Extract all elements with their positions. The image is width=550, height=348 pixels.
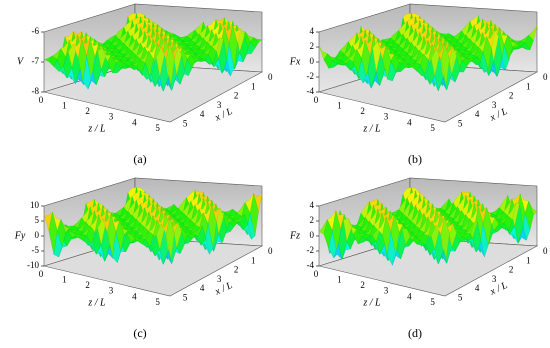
side-tick-label: 0 (268, 246, 273, 256)
front-axis-label: z / L (362, 297, 381, 308)
front-tick-label: 1 (337, 275, 342, 285)
z-tick-label: -10 (27, 260, 39, 270)
side-tick-label: 3 (492, 274, 497, 284)
side-tick-label: 3 (217, 100, 222, 110)
front-tick-label: 1 (62, 275, 67, 285)
z-tick-label: -8 (32, 86, 40, 96)
side-tick-label: 4 (475, 283, 480, 293)
caption: (b) (408, 152, 422, 166)
z-tick-label: 2 (310, 215, 315, 225)
z-tick-label: -2 (307, 245, 315, 255)
side-tick-label: 3 (217, 274, 222, 284)
front-tick-label: 1 (337, 101, 342, 111)
side-tick-label: 2 (234, 91, 239, 101)
z-tick-label: 10 (30, 200, 40, 210)
surface-patch (165, 43, 175, 85)
side-tick-label: 4 (200, 109, 205, 119)
front-tick-label: 3 (109, 286, 114, 296)
z-tick-label: 0 (310, 230, 315, 240)
front-tick-label: 2 (85, 106, 90, 116)
front-tick-label: 4 (407, 291, 412, 301)
front-tick-label: 5 (155, 297, 160, 307)
side-tick-label: 5 (458, 118, 463, 128)
front-tick-label: 4 (407, 117, 412, 127)
front-tick-label: 2 (360, 280, 365, 290)
front-tick-label: 4 (132, 291, 137, 301)
z-tick-label: 5 (35, 215, 40, 225)
z-tick-label: -4 (307, 260, 315, 270)
side-tick-label: 4 (200, 283, 205, 293)
front-tick-label: 3 (384, 112, 389, 122)
z-axis-label: Fx (289, 56, 301, 67)
front-tick-label: 0 (314, 269, 319, 279)
surface-patch (440, 217, 450, 259)
side-tick-label: 0 (543, 72, 548, 82)
side-tick-label: 1 (251, 255, 256, 265)
front-tick-label: 0 (39, 269, 44, 279)
z-tick-label: 0 (310, 56, 315, 66)
front-tick-label: 0 (314, 95, 319, 105)
side-tick-label: 2 (509, 265, 514, 275)
z-tick-label: 4 (310, 200, 315, 210)
z-tick-label: -2 (307, 71, 315, 81)
side-tick-label: 5 (183, 292, 188, 302)
side-tick-label: 2 (509, 91, 514, 101)
caption: (c) (133, 326, 146, 340)
front-tick-label: 3 (384, 286, 389, 296)
side-tick-label: 3 (492, 100, 497, 110)
z-axis-label: V (17, 56, 25, 67)
z-tick-label: -7 (32, 56, 40, 66)
front-tick-label: 3 (109, 112, 114, 122)
front-tick-label: 0 (39, 95, 44, 105)
front-axis-label: z / L (362, 123, 381, 134)
front-tick-label: 5 (430, 123, 435, 133)
side-tick-label: 0 (543, 246, 548, 256)
z-tick-label: 0 (35, 230, 40, 240)
front-axis-label: z / L (87, 123, 106, 134)
z-axis-label: Fz (289, 230, 300, 241)
side-tick-label: 5 (183, 118, 188, 128)
front-tick-label: 1 (62, 101, 67, 111)
front-tick-label: 5 (155, 123, 160, 133)
z-tick-label: -6 (32, 26, 40, 36)
side-tick-label: 0 (268, 72, 273, 82)
z-axis-label: Fy (14, 230, 26, 241)
surface-patch (401, 228, 411, 245)
z-tick-label: -5 (32, 245, 40, 255)
z-tick-label: 2 (310, 41, 315, 51)
side-tick-label: 1 (251, 81, 256, 91)
side-tick-label: 5 (458, 292, 463, 302)
front-tick-label: 4 (132, 117, 137, 127)
front-axis-label: z / L (87, 297, 106, 308)
front-tick-label: 5 (430, 297, 435, 307)
side-tick-label: 4 (475, 109, 480, 119)
side-tick-label: 1 (526, 81, 531, 91)
side-tick-label: 1 (526, 255, 531, 265)
surface-patch (112, 232, 121, 264)
caption: (d) (408, 326, 422, 340)
z-tick-label: -4 (307, 86, 315, 96)
caption: (a) (133, 152, 146, 166)
surface-patch (440, 43, 450, 85)
surface-patch (165, 217, 175, 259)
surface-patch (458, 235, 468, 243)
z-tick-label: 4 (310, 26, 315, 36)
front-tick-label: 2 (85, 280, 90, 290)
side-tick-label: 2 (234, 265, 239, 275)
front-tick-label: 2 (360, 106, 365, 116)
